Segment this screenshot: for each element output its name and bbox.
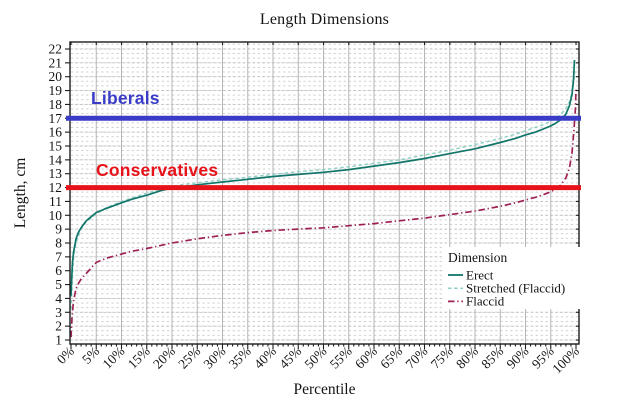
y-axis-label: Length, cm <box>12 157 29 229</box>
legend-label-stretched-flaccid: Stretched (Flaccid) <box>466 281 565 296</box>
x-tick-label: 90% <box>504 344 532 372</box>
series-erect <box>70 60 576 296</box>
y-tick-label: 2 <box>55 319 62 334</box>
x-tick-label: 75% <box>428 344 456 372</box>
y-tick-label: 20 <box>49 69 63 84</box>
x-tick-label: 100% <box>549 344 582 377</box>
y-tick-label: 4 <box>55 291 62 306</box>
y-tick-label: 1 <box>55 333 62 348</box>
legend-title: Dimension <box>448 250 507 265</box>
y-tick-label: 3 <box>55 305 62 320</box>
y-tick-label: 17 <box>49 111 63 126</box>
y-tick-label: 7 <box>55 249 62 264</box>
x-tick-label: 60% <box>352 344 380 372</box>
y-tick-label: 16 <box>49 125 63 140</box>
legend-label-erect: Erect <box>466 267 494 282</box>
x-tick-label: 15% <box>125 344 153 372</box>
y-tick-label: 14 <box>49 152 63 167</box>
x-tick-label: 65% <box>377 344 405 372</box>
x-tick-label: 55% <box>327 344 355 372</box>
x-tick-label: 30% <box>201 344 229 372</box>
annotation-liberals: Liberals <box>91 88 160 108</box>
x-tick-label: 85% <box>478 344 506 372</box>
x-tick-label: 80% <box>453 344 481 372</box>
y-tick-label: 13 <box>49 166 63 181</box>
x-tick-label: 45% <box>276 344 304 372</box>
y-tick-label: 19 <box>49 83 63 98</box>
legend-label-flaccid: Flaccid <box>466 294 505 309</box>
x-tick-label: 50% <box>302 344 330 372</box>
y-tick-label: 12 <box>49 180 63 195</box>
plot-frame <box>69 41 580 345</box>
x-tick-label: 35% <box>226 344 254 372</box>
y-tick-label: 22 <box>49 42 63 57</box>
x-tick-label: 10% <box>100 344 128 372</box>
x-axis-label: Percentile <box>293 381 356 398</box>
x-tick-label: 40% <box>251 344 279 372</box>
x-tick-label: 20% <box>150 344 178 372</box>
y-tick-label: 6 <box>55 263 62 278</box>
x-tick-label: 25% <box>175 344 203 372</box>
x-tick-label: 70% <box>403 344 431 372</box>
y-tick-label: 11 <box>49 194 62 209</box>
annotation-conservatives: Conservatives <box>96 160 219 180</box>
chart-title: Length Dimensions <box>259 11 390 28</box>
y-tick-label: 10 <box>49 208 63 223</box>
y-tick-label: 5 <box>55 277 62 292</box>
y-tick-label: 9 <box>55 222 62 237</box>
y-tick-label: 8 <box>55 236 62 251</box>
y-tick-label: 18 <box>49 97 63 112</box>
x-tick-label: 5% <box>79 344 102 367</box>
y-tick-label: 21 <box>49 55 63 70</box>
y-tick-label: 15 <box>49 139 63 154</box>
